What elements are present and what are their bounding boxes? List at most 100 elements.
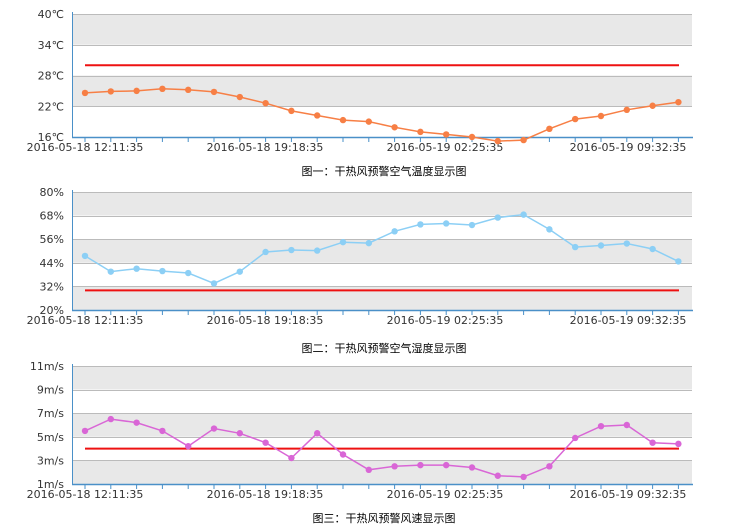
data-point bbox=[210, 425, 218, 432]
data-point bbox=[391, 124, 398, 131]
plot-band bbox=[72, 106, 692, 137]
data-point bbox=[546, 226, 553, 233]
data-point bbox=[262, 439, 269, 446]
data-point bbox=[494, 137, 501, 145]
y-tick-label: 1m/s bbox=[37, 478, 64, 491]
y-tick-label: 34℃ bbox=[38, 39, 64, 52]
data-point bbox=[339, 451, 347, 458]
data-point bbox=[288, 107, 295, 115]
plot-band bbox=[72, 215, 692, 240]
data-point bbox=[623, 240, 630, 247]
data-point bbox=[520, 136, 527, 144]
data-point bbox=[339, 238, 347, 246]
data-point bbox=[443, 131, 450, 138]
data-point bbox=[468, 133, 476, 141]
data-point bbox=[365, 466, 372, 474]
data-point bbox=[236, 430, 243, 437]
data-point bbox=[649, 245, 656, 253]
data-point bbox=[262, 248, 269, 256]
x-tick-label: 2016-05-18 12:11:35 bbox=[27, 488, 144, 501]
data-point bbox=[133, 87, 140, 95]
data-point bbox=[210, 280, 218, 287]
x-tick-label: 2016-05-19 02:25:35 bbox=[387, 488, 504, 501]
data-point bbox=[623, 106, 630, 114]
y-tick-label: 44% bbox=[40, 257, 64, 270]
series-line bbox=[84, 213, 679, 285]
data-point bbox=[649, 102, 656, 109]
data-point bbox=[417, 221, 424, 228]
data-point bbox=[210, 88, 218, 96]
data-point bbox=[597, 242, 605, 249]
plot-band bbox=[72, 14, 692, 45]
y-tick-label: 68% bbox=[40, 210, 64, 223]
data-point bbox=[468, 221, 476, 229]
data-point bbox=[391, 228, 398, 235]
data-point bbox=[159, 427, 166, 435]
y-tick-label: 3m/s bbox=[37, 454, 64, 467]
y-tick-label: 5m/s bbox=[37, 431, 64, 444]
data-point bbox=[597, 422, 605, 430]
y-tick-label: 32% bbox=[40, 280, 64, 293]
x-tick-label: 2016-05-19 09:32:35 bbox=[570, 141, 687, 154]
data-point bbox=[675, 258, 682, 265]
chart-2: 80% 68% 56% 44% 32% 20%2016-05-18 12:11:35 201… bbox=[27, 186, 693, 355]
data-point bbox=[159, 267, 166, 275]
data-point bbox=[314, 247, 321, 254]
data-point bbox=[675, 98, 682, 106]
data-point bbox=[185, 269, 192, 277]
data-point bbox=[546, 463, 553, 470]
x-tick-label: 2016-05-18 12:11:35 bbox=[27, 141, 144, 154]
data-point bbox=[365, 239, 372, 247]
data-point bbox=[288, 246, 295, 254]
data-point bbox=[468, 464, 476, 471]
data-point bbox=[288, 454, 295, 462]
y-tick-label: 11m/s bbox=[30, 360, 64, 373]
plot-band bbox=[72, 44, 692, 76]
plot-band bbox=[72, 286, 692, 310]
x-tick-label: 2016-05-18 12:11:35 bbox=[27, 314, 144, 327]
y-tick-label: 20% bbox=[40, 304, 64, 317]
series-line bbox=[84, 418, 679, 478]
data-point bbox=[81, 427, 89, 435]
data-point bbox=[185, 86, 192, 94]
chart-title: 图一：干热风预警空气温度显示图 bbox=[302, 164, 467, 178]
data-point bbox=[133, 265, 140, 272]
data-point bbox=[572, 115, 579, 123]
plot-band bbox=[72, 75, 692, 107]
plot-band bbox=[72, 389, 692, 414]
y-tick-label: 9m/s bbox=[37, 384, 64, 397]
data-point bbox=[159, 85, 166, 93]
data-point bbox=[649, 439, 656, 446]
data-point bbox=[107, 415, 115, 423]
plot-band bbox=[72, 460, 692, 484]
x-tick-label: 2016-05-18 19:18:35 bbox=[207, 314, 324, 327]
data-point bbox=[597, 112, 605, 120]
data-point bbox=[365, 118, 372, 125]
data-point bbox=[494, 214, 501, 221]
y-tick-label: 16℃ bbox=[38, 131, 64, 144]
data-point bbox=[623, 421, 630, 429]
data-point bbox=[520, 473, 527, 481]
data-point bbox=[520, 211, 527, 218]
data-point bbox=[107, 88, 115, 95]
data-point bbox=[133, 419, 140, 426]
data-point bbox=[443, 220, 450, 227]
data-point bbox=[443, 461, 450, 469]
data-point bbox=[107, 268, 115, 275]
data-point bbox=[81, 89, 89, 97]
chart-title: 图二：干热风预警空气湿度显示图 bbox=[302, 341, 467, 355]
plot-band bbox=[72, 262, 692, 287]
data-point bbox=[494, 472, 501, 479]
data-point bbox=[417, 128, 424, 136]
x-tick-label: 2016-05-19 02:25:35 bbox=[387, 314, 504, 327]
x-tick-label: 2016-05-19 09:32:35 bbox=[570, 314, 687, 327]
plot-band bbox=[72, 366, 692, 390]
data-point bbox=[236, 93, 243, 101]
x-tick-label: 2016-05-19 09:32:35 bbox=[570, 488, 687, 501]
plot-band bbox=[72, 192, 692, 216]
data-point bbox=[236, 268, 243, 275]
y-tick-label: 80% bbox=[40, 186, 64, 199]
